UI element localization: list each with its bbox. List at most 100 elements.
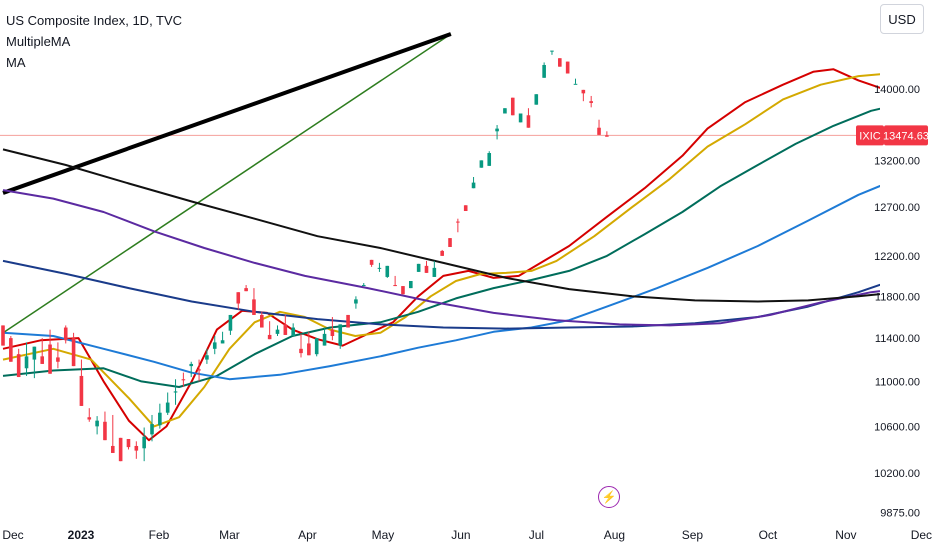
y-tick-label: 10200.00 xyxy=(874,468,920,480)
x-tick-label: Mar xyxy=(219,528,240,542)
chart-title[interactable]: US Composite Index, 1D, TVC xyxy=(6,13,183,28)
plot-area xyxy=(0,32,880,462)
candle-body xyxy=(150,424,154,435)
candle-body xyxy=(432,267,437,277)
candle-body xyxy=(165,402,170,413)
candle-body xyxy=(236,292,241,304)
ma-line-ma-5 xyxy=(2,68,880,442)
y-tick-label: 12200.00 xyxy=(874,251,920,263)
x-tick-label: Dec xyxy=(2,528,23,542)
candle-body xyxy=(510,97,515,116)
candle-body xyxy=(110,445,115,453)
candle-body xyxy=(314,338,319,355)
candle-body xyxy=(416,263,421,272)
candle-body xyxy=(79,375,84,406)
indicator-multiple-ma[interactable]: MultipleMA xyxy=(6,34,71,49)
candle-body xyxy=(479,160,484,168)
candle-body xyxy=(409,280,413,289)
candle-body xyxy=(526,115,531,128)
candle-body xyxy=(291,327,295,336)
candle-body xyxy=(9,338,13,362)
x-tick-label: Sep xyxy=(682,528,704,542)
candle-body xyxy=(228,314,233,331)
candle-body xyxy=(503,108,507,114)
price-tag-symbol: IXIC xyxy=(859,130,880,142)
candle-body xyxy=(134,445,139,451)
candle-body xyxy=(550,50,554,52)
candle-body xyxy=(393,285,397,287)
price-tag-value-box xyxy=(884,125,928,146)
candle-body xyxy=(118,437,123,462)
candle-body xyxy=(534,94,539,105)
chart-legend: US Composite Index, 1D, TVC MultipleMA M… xyxy=(6,10,182,73)
candle-body xyxy=(63,327,68,341)
candle-body xyxy=(322,333,327,346)
candle-body xyxy=(542,64,546,78)
candle-body xyxy=(283,324,288,335)
candle-body xyxy=(495,128,499,132)
candle-body xyxy=(518,113,523,123)
candle-body xyxy=(369,259,374,265)
candle-body xyxy=(267,334,272,340)
candle-body xyxy=(87,417,92,420)
candle-body xyxy=(581,89,586,94)
y-tick-label: 11000.00 xyxy=(875,376,920,388)
y-tick-label: 9875.00 xyxy=(880,507,920,519)
candle-body xyxy=(487,153,492,166)
y-tick-label: 11800.00 xyxy=(875,291,920,303)
candle-body xyxy=(275,329,280,334)
y-tick-label: 10600.00 xyxy=(874,421,920,433)
candle-body xyxy=(244,288,248,292)
candle-body xyxy=(330,329,335,336)
candle-body xyxy=(142,436,146,449)
candle-body xyxy=(471,182,476,189)
x-tick-label: 2023 xyxy=(68,528,95,542)
x-tick-label: Jun xyxy=(451,528,470,542)
candle-body xyxy=(56,357,60,362)
candle-body xyxy=(16,354,21,378)
candle-body xyxy=(565,61,570,74)
candle-body xyxy=(377,267,382,269)
candle-body xyxy=(260,314,264,328)
currency-button[interactable]: USD xyxy=(880,4,924,34)
ma-line-ma-10 xyxy=(2,73,880,428)
x-tick-label: Oct xyxy=(759,528,778,542)
candle-body xyxy=(103,421,107,441)
candle-body xyxy=(573,83,578,85)
candle-body xyxy=(197,369,201,371)
x-tick-label: May xyxy=(372,528,395,542)
candle-body xyxy=(424,265,429,273)
candle-body xyxy=(605,135,609,137)
flash-icon[interactable]: ⚡ xyxy=(598,486,620,508)
candle-body xyxy=(189,363,194,367)
candle-body xyxy=(48,344,52,374)
candle-body xyxy=(346,314,350,328)
price-tag-symbol-box xyxy=(856,125,884,146)
series-group xyxy=(0,32,880,462)
candle-body xyxy=(448,238,452,247)
candle-body xyxy=(307,343,311,356)
candle-body xyxy=(95,420,99,427)
candle-body xyxy=(220,340,225,344)
y-tick-label: 14000.00 xyxy=(874,84,920,96)
y-tick-label: 12700.00 xyxy=(874,202,920,214)
candle-body xyxy=(597,127,601,135)
candle-body xyxy=(126,439,131,448)
candle-body xyxy=(205,355,209,360)
indicator-ma[interactable]: MA xyxy=(6,55,26,70)
candle-body xyxy=(24,356,29,369)
candle-body xyxy=(440,250,444,256)
x-tick-label: Aug xyxy=(604,528,625,542)
candle-body xyxy=(158,412,162,426)
candle-body xyxy=(32,346,37,360)
candle-body xyxy=(401,286,405,295)
candle-body xyxy=(456,221,460,223)
candle-body xyxy=(1,325,5,346)
candle-body xyxy=(385,265,390,277)
candle-body xyxy=(212,342,217,349)
candle-body xyxy=(181,379,186,381)
candle-body xyxy=(589,101,593,103)
candle-body xyxy=(40,356,45,364)
axes: 9875.00 10200.00 10600.00 11000.00 11400.00 1… xyxy=(2,84,932,542)
